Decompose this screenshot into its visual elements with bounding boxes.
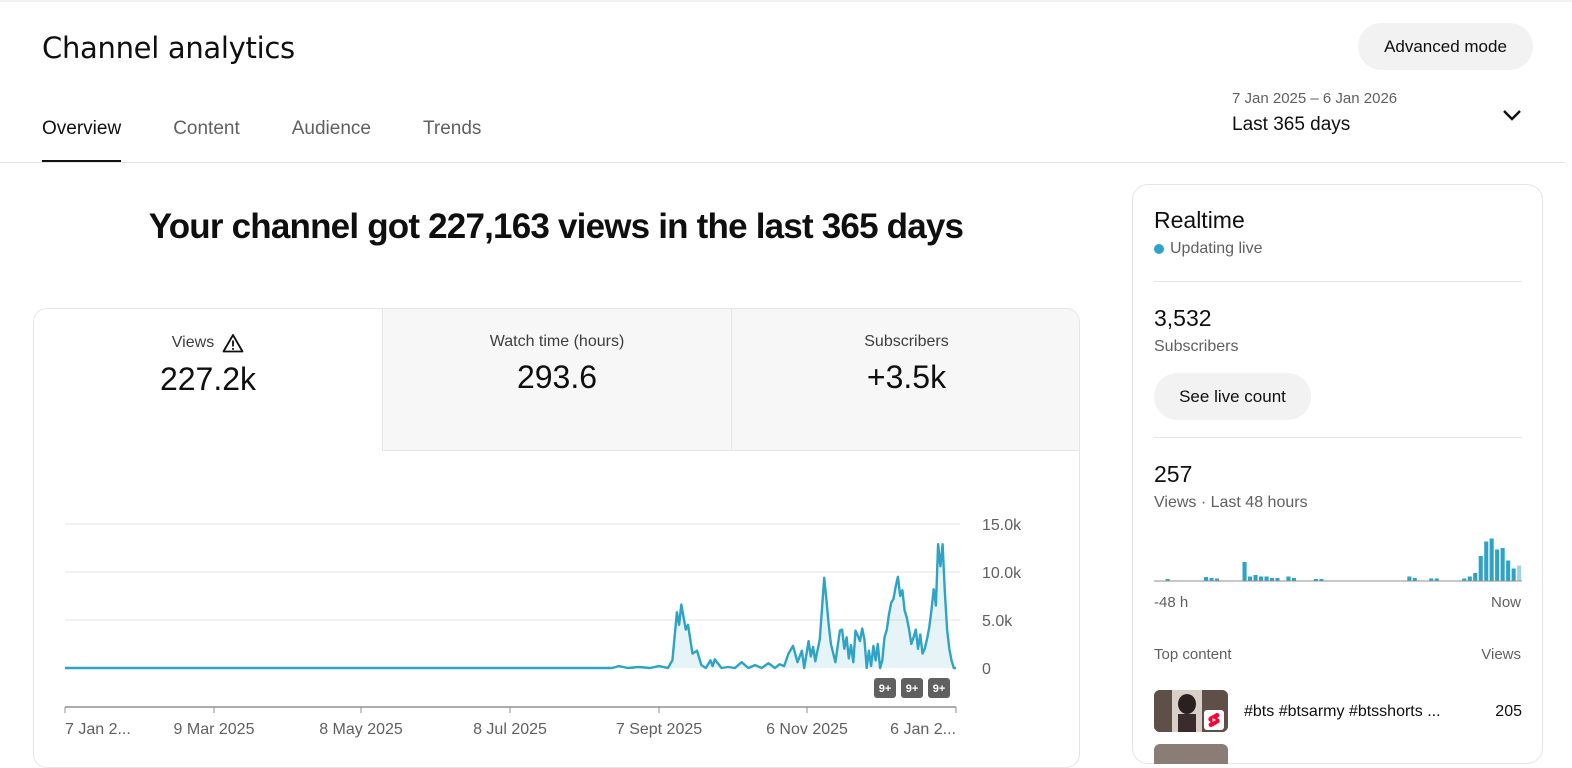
annotation-marker [901, 678, 923, 698]
y-tick-label: 15.0k [982, 517, 1022, 534]
realtime-status-text: Updating live [1170, 240, 1263, 257]
realtime-bar [1291, 578, 1296, 581]
annotation-marker-label: 9+ [879, 683, 892, 695]
metric-value-watch-time: 293.6 [516, 359, 598, 395]
x-tick-label: 9 Mar 2025 [174, 721, 255, 738]
realtime-bar [1473, 573, 1478, 581]
video-thumbnail[interactable] [1154, 690, 1228, 732]
x-tick-label: 8 May 2025 [319, 721, 403, 738]
metric-label-views-text: Views [171, 334, 215, 351]
see-live-count-button[interactable]: See live count [1154, 373, 1311, 420]
realtime-axis-start: -48 h [1154, 594, 1189, 611]
x-tick-label: 7 Sept 2025 [616, 721, 702, 738]
realtime-bar [1275, 578, 1280, 581]
realtime-bar [1319, 579, 1324, 581]
views-line-chart[interactable]: 15.0k 10.0k 5.0k 0 9+ 9+ 9+ 7 Jan 2... 9 Mar 202… [34, 451, 1080, 768]
x-tick-label: 6 Nov 2025 [766, 721, 848, 738]
top-content-title: #bts #btsarmy #btsshorts ... [1244, 703, 1441, 720]
y-tick-label: 0 [982, 661, 991, 678]
top-divider [0, 0, 1572, 2]
metric-tab-watch-time[interactable]: Watch time (hours) 293.6 [382, 309, 731, 451]
top-content-views: 205 [1495, 703, 1522, 720]
metric-value-subscribers: +3.5k [866, 359, 947, 395]
annotation-marker-label: 9+ [906, 683, 919, 695]
tab-content[interactable]: Content [173, 118, 240, 139]
realtime-title: Realtime [1154, 207, 1245, 233]
live-dot-icon [1154, 244, 1164, 254]
realtime-axis-end: Now [1490, 594, 1521, 611]
tab-audience[interactable]: Audience [291, 118, 371, 139]
realtime-subscribers-value: 3,532 [1154, 305, 1212, 331]
realtime-bar [1495, 549, 1500, 581]
realtime-bar [1242, 562, 1247, 581]
realtime-bar [1286, 576, 1291, 581]
realtime-bar [1489, 538, 1494, 581]
metric-label-watch-time: Watch time (hours) [489, 333, 625, 350]
overview-card: Views 227.2k Watch time (hours) 293.6 Su… [33, 308, 1080, 768]
realtime-divider [1154, 281, 1522, 282]
realtime-bar [1484, 541, 1489, 581]
y-tick-label: 5.0k [982, 613, 1013, 630]
thumbnail-image [1154, 690, 1228, 732]
date-range-text: 7 Jan 2025 – 6 Jan 2026 [1232, 90, 1398, 107]
realtime-bar [1204, 577, 1209, 581]
tab-bar: Overview Content Audience Trends [42, 118, 533, 162]
date-range-label: Last 365 days [1232, 114, 1351, 135]
realtime-card: Realtime Updating live 3,532 Subscribers… [1132, 184, 1543, 764]
annotation-marker [874, 678, 896, 698]
realtime-bar [1434, 578, 1439, 581]
x-tick-label: 7 Jan 2... [65, 721, 131, 738]
realtime-subscribers-label: Subscribers [1154, 338, 1239, 355]
annotation-marker [928, 678, 950, 698]
realtime-bar [1253, 575, 1258, 581]
header-divider [0, 162, 1565, 163]
realtime-bar [1517, 565, 1522, 581]
metric-tab-views[interactable]: Views 227.2k [34, 309, 382, 451]
realtime-bar [1165, 579, 1170, 581]
realtime-bar [1215, 578, 1220, 581]
metric-label-subscribers: Subscribers [864, 333, 949, 350]
views-headline: Your channel got 227,163 views in the la… [148, 207, 964, 246]
series-line-views [65, 543, 956, 670]
realtime-divider [1154, 437, 1522, 438]
realtime-bar [1462, 578, 1467, 581]
advanced-mode-button[interactable]: Advanced mode [1358, 23, 1533, 70]
x-tick-label: 8 Jul 2025 [473, 721, 547, 738]
realtime-bar [1500, 548, 1505, 581]
realtime-bar [1248, 576, 1253, 581]
metric-value-views: 227.2k [159, 361, 257, 397]
x-tick-label: 6 Jan 2... [890, 721, 956, 738]
annotation-marker-label: 9+ [933, 683, 946, 695]
realtime-bar [1209, 578, 1214, 581]
realtime-bar [1407, 576, 1412, 581]
realtime-bar [1269, 578, 1274, 581]
realtime-bar [1313, 579, 1318, 581]
tab-overview[interactable]: Overview [42, 118, 122, 162]
top-content-views-label: Views [1481, 646, 1521, 663]
realtime-bar [1412, 578, 1417, 581]
realtime-bar [1478, 556, 1483, 581]
realtime-status: Updating live [1154, 240, 1263, 258]
tab-trends[interactable]: Trends [422, 118, 482, 139]
realtime-bar-chart[interactable] [1154, 525, 1522, 583]
date-range-picker[interactable]: 7 Jan 2025 – 6 Jan 2026 Last 365 days [1232, 90, 1528, 144]
realtime-bar [1467, 576, 1472, 581]
realtime-bar [1511, 568, 1516, 581]
realtime-bar [1429, 578, 1434, 581]
top-content-label: Top content [1154, 646, 1232, 663]
y-tick-label: 10.0k [982, 565, 1022, 582]
realtime-views-label: Views · Last 48 hours [1154, 494, 1308, 511]
realtime-bar [1259, 576, 1264, 581]
top-content-item[interactable]: #bts #btsarmy #btsshorts ... 205 [1154, 690, 1522, 734]
shorts-icon [1208, 712, 1220, 727]
page-title: Channel analytics [42, 31, 295, 65]
metric-tab-subscribers[interactable]: Subscribers +3.5k [731, 309, 1079, 451]
metric-label-views: Views [34, 333, 382, 353]
chevron-down-icon[interactable] [1502, 108, 1522, 122]
realtime-bar [1264, 576, 1269, 581]
realtime-bar [1506, 560, 1511, 581]
warning-icon[interactable] [222, 333, 244, 353]
realtime-views-value: 257 [1154, 461, 1193, 487]
video-thumbnail[interactable] [1154, 744, 1228, 764]
